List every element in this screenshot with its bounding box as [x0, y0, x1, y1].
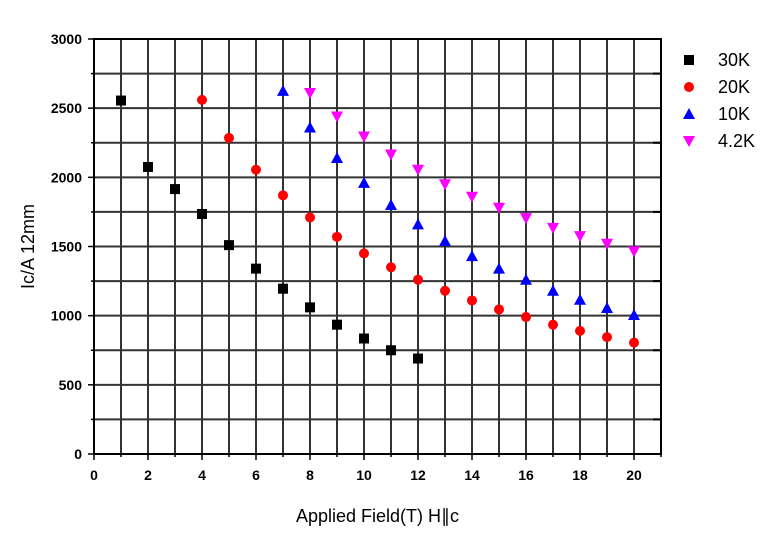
y-axis-title: Ic/A 12mm [18, 204, 38, 289]
data-point [170, 184, 180, 195]
data-point [547, 284, 559, 296]
data-point [520, 273, 532, 285]
legend-marker [683, 108, 695, 119]
data-point [548, 319, 558, 330]
data-point [331, 111, 343, 123]
data-point [305, 302, 315, 313]
y-tick-label: 1000 [51, 308, 82, 324]
data-point [386, 345, 396, 356]
legend-label: 10K [718, 104, 750, 124]
legend-label: 4.2K [718, 131, 755, 151]
y-tick-label: 3000 [51, 31, 82, 47]
data-point [358, 131, 370, 143]
data-series [116, 84, 640, 364]
data-point [494, 304, 504, 315]
data-point [305, 212, 315, 223]
data-point [224, 240, 234, 251]
data-point [385, 149, 397, 161]
data-point [277, 84, 289, 96]
data-point [628, 246, 640, 258]
y-tick-label: 2500 [51, 100, 82, 116]
data-point [304, 121, 316, 133]
legend-item: 4.2K [683, 131, 755, 151]
data-point [601, 238, 613, 250]
data-point [359, 248, 369, 259]
legend: 30K 20K 10K 4.2K [683, 50, 755, 151]
y-tick-label: 2000 [51, 169, 82, 185]
data-point [439, 234, 451, 246]
legend-item: 20K [684, 77, 750, 97]
data-point [116, 95, 126, 106]
data-point [413, 353, 423, 364]
x-tick-label: 8 [306, 467, 314, 483]
x-tick-label: 2 [144, 467, 152, 483]
x-tick-label: 0 [90, 467, 98, 483]
series-30K [116, 95, 423, 364]
data-point [278, 283, 288, 294]
series-10K [277, 84, 640, 320]
data-point [574, 293, 586, 305]
data-point [197, 208, 207, 219]
data-point [278, 190, 288, 201]
data-point [224, 132, 234, 143]
data-point [251, 263, 261, 274]
y-axis: 0 500 1000 1500 2000 2500 3000 [51, 31, 661, 462]
data-point [358, 176, 370, 188]
x-tick-label: 16 [518, 467, 534, 483]
data-point [413, 274, 423, 285]
data-point [575, 325, 585, 336]
data-point [385, 199, 397, 210]
legend-item: 10K [683, 104, 750, 124]
y-tick-label: 500 [59, 377, 83, 393]
legend-label: 30K [718, 50, 750, 70]
data-point [251, 164, 261, 175]
legend-marker [684, 55, 694, 65]
plot-frame [93, 38, 662, 455]
data-point [520, 213, 532, 225]
data-point [493, 262, 505, 274]
data-point [466, 250, 478, 262]
x-axis-title: Applied Field(T) H∥c [296, 506, 459, 526]
grid [94, 39, 661, 454]
data-point [628, 308, 640, 320]
x-tick-label: 10 [356, 467, 372, 483]
x-tick-label: 12 [410, 467, 426, 483]
x-axis: 0 2 4 6 8 10 12 14 16 18 20 [90, 454, 662, 483]
legend-marker [684, 82, 694, 92]
legend-label: 20K [718, 77, 750, 97]
legend-item: 30K [684, 50, 750, 70]
data-point [332, 319, 342, 330]
series-4.2K [304, 87, 640, 258]
data-point [386, 262, 396, 273]
data-point [412, 218, 424, 230]
data-point [439, 179, 451, 191]
data-point [574, 231, 586, 243]
data-point [467, 295, 477, 306]
data-point [440, 285, 450, 296]
x-tick-label: 14 [464, 467, 480, 483]
data-point [547, 222, 559, 234]
data-point [493, 202, 505, 214]
series-20K [197, 94, 639, 348]
data-point [331, 151, 343, 163]
data-point [359, 333, 369, 344]
x-tick-label: 20 [626, 467, 642, 483]
data-point [601, 302, 613, 314]
data-point [602, 332, 612, 343]
data-point [332, 231, 342, 242]
x-tick-label: 4 [198, 467, 206, 483]
data-point [466, 191, 478, 203]
legend-marker [683, 136, 695, 147]
data-point [143, 161, 153, 172]
y-tick-label: 0 [74, 446, 82, 462]
x-tick-label: 18 [572, 467, 588, 483]
data-point [304, 87, 316, 99]
y-tick-label: 1500 [51, 239, 82, 255]
data-point [521, 312, 531, 323]
x-tick-label: 6 [252, 467, 260, 483]
data-point [197, 94, 207, 105]
data-point [412, 164, 424, 176]
data-point [629, 337, 639, 348]
